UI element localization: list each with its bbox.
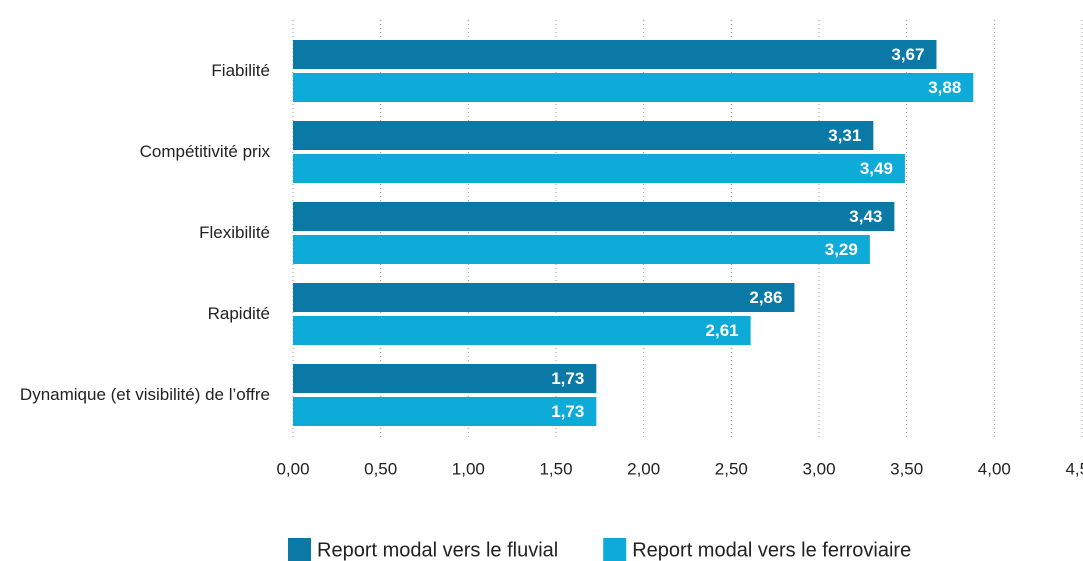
x-tick-label: 4,00 xyxy=(978,459,1011,478)
value-label: 3,43 xyxy=(849,207,882,226)
bar xyxy=(293,202,895,231)
value-label: 1,73 xyxy=(551,402,584,421)
legend-label: Report modal vers le ferroviaire xyxy=(632,539,911,561)
x-tick-label: 0,50 xyxy=(364,459,397,478)
value-label: 2,61 xyxy=(706,321,739,340)
x-tick-label: 2,00 xyxy=(627,459,660,478)
category-label: Rapidité xyxy=(207,304,270,323)
bar xyxy=(293,40,937,69)
category-label: Fiabilité xyxy=(211,61,270,80)
bar xyxy=(293,397,597,426)
legend-label: Report modal vers le fluvial xyxy=(317,539,558,561)
x-tick-label: 4,50 xyxy=(1065,459,1083,478)
legend-swatch xyxy=(288,538,311,561)
bar xyxy=(293,73,974,102)
x-tick-label: 3,50 xyxy=(890,459,923,478)
bar xyxy=(293,121,874,150)
x-tick-label: 2,50 xyxy=(715,459,748,478)
category-label: Compétitivité prix xyxy=(139,142,270,161)
legend-swatch xyxy=(603,538,627,561)
x-tick-label: 1,00 xyxy=(452,459,485,478)
x-tick-label: 1,50 xyxy=(539,459,572,478)
value-label: 3,49 xyxy=(860,159,893,178)
bar xyxy=(293,364,597,393)
bar xyxy=(293,283,795,312)
value-label: 3,31 xyxy=(828,126,861,145)
bar xyxy=(293,316,751,345)
value-label: 3,67 xyxy=(891,45,924,64)
value-label: 3,88 xyxy=(928,78,961,97)
category-label: Flexibilité xyxy=(199,223,270,242)
bar xyxy=(293,235,870,264)
category-label: Dynamique (et visibilité) de l’offre xyxy=(19,385,270,404)
x-tick-label: 3,00 xyxy=(802,459,835,478)
value-label: 2,86 xyxy=(749,288,782,307)
value-label: 1,73 xyxy=(551,369,584,388)
bar xyxy=(293,154,905,183)
x-tick-label: 0,00 xyxy=(276,459,309,478)
value-label: 3,29 xyxy=(825,240,858,259)
